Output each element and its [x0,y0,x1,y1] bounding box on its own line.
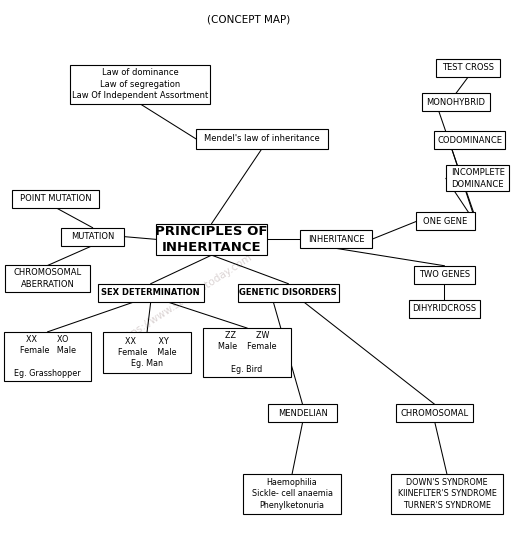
Text: CHROMOSOMAL
ABERRATION: CHROMOSOMAL ABERRATION [14,268,81,289]
FancyBboxPatch shape [156,224,267,255]
FancyBboxPatch shape [408,300,480,318]
Text: Haemophilia
Sickle- cell anaemia
Phenylketonuria: Haemophilia Sickle- cell anaemia Phenylk… [251,478,333,510]
FancyBboxPatch shape [397,405,473,422]
FancyBboxPatch shape [12,189,99,207]
Text: TEST CROSS: TEST CROSS [442,64,494,72]
FancyBboxPatch shape [243,474,341,514]
Text: CODOMINANCE: CODOMINANCE [437,136,502,145]
Text: TWO GENES: TWO GENES [419,270,470,279]
FancyBboxPatch shape [446,165,509,191]
Text: Mendel's law of inheritance: Mendel's law of inheritance [204,134,320,143]
Text: INHERITANCE: INHERITANCE [308,235,364,244]
FancyBboxPatch shape [61,227,124,246]
FancyBboxPatch shape [414,266,475,284]
Text: POINT MUTATION: POINT MUTATION [20,194,92,203]
FancyBboxPatch shape [268,405,337,422]
Text: DOWN'S SYNDROME
KIINEFLTER'S SYNDROME
TURNER'S SYNDROME: DOWN'S SYNDROME KIINEFLTER'S SYNDROME TU… [398,478,496,510]
Text: SEX DETERMINATION: SEX DETERMINATION [102,288,200,297]
Text: ZZ        ZW
Male    Female

Eg. Bird: ZZ ZW Male Female Eg. Bird [218,331,276,374]
FancyBboxPatch shape [98,284,204,301]
FancyBboxPatch shape [300,230,371,248]
FancyBboxPatch shape [203,328,291,377]
FancyBboxPatch shape [434,131,506,149]
Text: INCOMPLETE
DOMINANCE: INCOMPLETE DOMINANCE [451,168,505,189]
FancyBboxPatch shape [104,332,191,373]
Text: XX         XY
Female    Male
Eg. Man: XX XY Female Male Eg. Man [118,337,176,368]
FancyBboxPatch shape [196,128,328,149]
Text: CHROMOSOMAL: CHROMOSOMAL [401,409,469,418]
FancyBboxPatch shape [422,93,490,111]
Text: MENDELIAN: MENDELIAN [278,409,327,418]
Text: Law of dominance
Law of segregation
Law Of Independent Assortment: Law of dominance Law of segregation Law … [72,69,208,100]
Text: PRINCIPLES OF
INHERITANCE: PRINCIPLES OF INHERITANCE [156,225,268,254]
Text: (CONCEPT MAP): (CONCEPT MAP) [207,14,290,24]
Text: MUTATION: MUTATION [71,232,114,241]
FancyBboxPatch shape [4,332,91,381]
Text: ONE GENE: ONE GENE [423,217,468,226]
FancyBboxPatch shape [391,474,503,514]
FancyBboxPatch shape [70,65,211,104]
Text: GENETIC DISORDERS: GENETIC DISORDERS [240,288,337,297]
FancyBboxPatch shape [5,265,90,292]
FancyBboxPatch shape [238,284,339,301]
Text: https://www.studiestoday.com: https://www.studiestoday.com [116,252,254,346]
Text: XX        XO
Female   Male

Eg. Grasshopper: XX XO Female Male Eg. Grasshopper [14,335,81,378]
FancyBboxPatch shape [416,212,475,231]
Text: MONOHYBRID: MONOHYBRID [426,98,486,107]
FancyBboxPatch shape [436,59,500,77]
Text: DIHYRIDCROSS: DIHYRIDCROSS [412,305,477,313]
